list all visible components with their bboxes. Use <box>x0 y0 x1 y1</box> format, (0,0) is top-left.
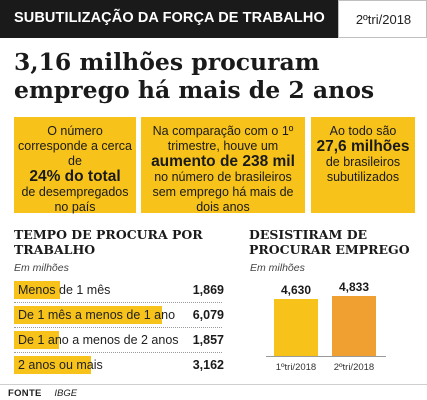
discouraged-bar <box>274 299 318 356</box>
headline-line-1: 3,16 milhões procuram <box>14 48 320 76</box>
info-box-1-pre: O número corresponde a cerca de <box>18 124 132 168</box>
search-time-value-label: 1,857 <box>192 333 224 347</box>
header-period-box: 2ºtri/2018 <box>338 0 427 38</box>
search-time-category-label: De 1 ano a menos de 2 anos <box>18 333 179 347</box>
search-time-bar <box>14 281 60 299</box>
footer: FONTE IBGE <box>8 388 77 399</box>
info-box-2: Na comparação com o 1º trimestre, houve … <box>141 117 305 214</box>
header-title: SUBUTILIZAÇÃO DA FORÇA DE TRABALHO <box>14 10 325 26</box>
headline: 3,16 milhões procuram emprego há mais de… <box>14 48 424 104</box>
search-time-row: De 1 mês a menos de 1 ano 6,079 <box>14 304 224 326</box>
search-time-bar <box>14 306 162 324</box>
info-box-1: O número corresponde a cerca de 24% do t… <box>14 117 136 214</box>
discouraged-value-label: 4,630 <box>281 283 311 297</box>
info-box-3-highlight: 27,6 milhões <box>316 138 410 155</box>
search-time-category-label: De 1 mês a menos de 1 ano <box>18 308 176 322</box>
info-box-3-post: de brasileiros subutilizados <box>325 155 401 184</box>
row-separator <box>14 352 222 353</box>
search-time-chart-title: TEMPO DE PROCURA POR TRABALHO <box>14 227 203 257</box>
search-time-bar <box>14 331 59 349</box>
search-time-chart-unit: Em milhões <box>14 262 69 274</box>
header: SUBUTILIZAÇÃO DA FORÇA DE TRABALHO 2ºtri… <box>0 0 427 38</box>
discouraged-chart: 4,630 1ºtri/2018 4,833 2ºtri/2018 <box>266 280 386 373</box>
row-separator <box>14 327 222 328</box>
info-box-2-pre: Na comparação com o 1º trimestre, houve … <box>152 124 294 153</box>
info-box-3: Ao todo são 27,6 milhões de brasileiros … <box>311 117 415 213</box>
info-box-1-post: de desempregados no país <box>21 185 129 214</box>
discouraged-category-label: 1ºtri/2018 <box>276 362 316 373</box>
header-title-bar: SUBUTILIZAÇÃO DA FORÇA DE TRABALHO <box>0 0 338 38</box>
search-time-row: 2 anos ou mais 3,162 <box>14 354 224 376</box>
info-box-2-post: no número de brasileiros sem emprego há … <box>152 170 294 214</box>
discouraged-category-label: 2ºtri/2018 <box>334 362 374 373</box>
discouraged-chart-title: DESISTIRAM DE PROCURAR EMPREGO <box>249 227 410 257</box>
search-time-row: Menos de 1 mês 1,869 <box>14 279 224 301</box>
search-time-category-label: Menos de 1 mês <box>18 283 111 297</box>
info-box-1-highlight: 24% do total <box>29 168 121 185</box>
footer-source: IBGE <box>54 388 78 399</box>
footer-divider <box>0 384 427 385</box>
info-box-2-highlight: aumento de 238 mil <box>151 153 295 170</box>
search-time-row: De 1 ano a menos de 2 anos 1,857 <box>14 329 224 351</box>
info-box-3-pre: Ao todo são <box>329 124 397 138</box>
row-separator <box>14 302 222 303</box>
discouraged-bar <box>332 296 376 356</box>
headline-line-2: emprego há mais de 2 anos <box>14 76 375 104</box>
header-period: 2ºtri/2018 <box>355 12 412 27</box>
footer-source-label: FONTE <box>8 388 42 399</box>
search-time-value-label: 3,162 <box>192 358 224 372</box>
discouraged-chart-unit: Em milhões <box>250 262 305 274</box>
search-time-bar <box>14 356 91 374</box>
search-time-category-label: 2 anos ou mais <box>18 358 103 372</box>
discouraged-value-label: 4,833 <box>339 280 369 294</box>
search-time-value-label: 1,869 <box>192 283 224 297</box>
search-time-value-label: 6,079 <box>192 308 224 322</box>
